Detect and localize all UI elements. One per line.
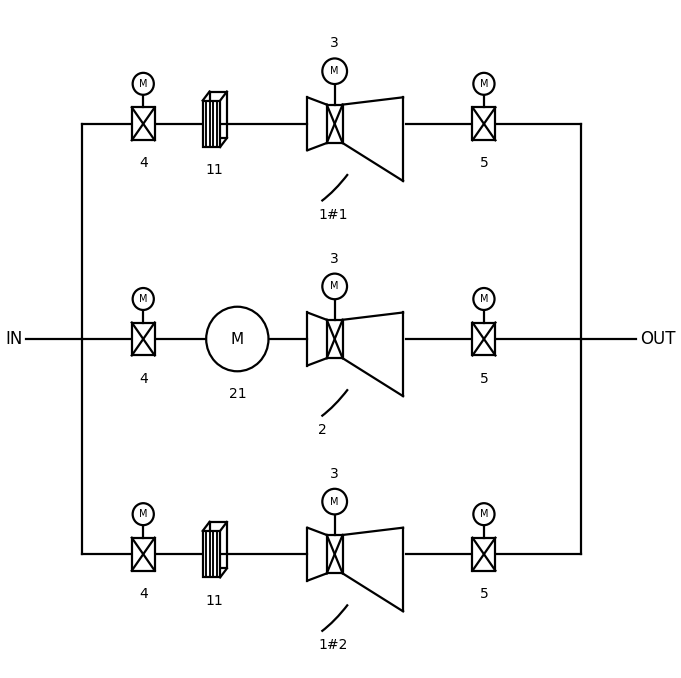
Bar <box>131 538 155 571</box>
Bar <box>327 104 343 143</box>
Circle shape <box>206 306 268 372</box>
Text: IN: IN <box>6 330 23 348</box>
Text: 1#2: 1#2 <box>318 638 347 652</box>
Bar <box>327 535 343 574</box>
Circle shape <box>133 288 154 310</box>
Bar <box>327 320 343 358</box>
Text: 11: 11 <box>206 163 223 177</box>
Text: 2: 2 <box>318 423 327 437</box>
Polygon shape <box>203 531 220 578</box>
Text: M: M <box>139 509 148 519</box>
Text: 5: 5 <box>479 372 488 386</box>
Text: M: M <box>479 79 488 89</box>
Bar <box>131 107 155 140</box>
Bar <box>473 107 495 140</box>
Text: 5: 5 <box>479 157 488 170</box>
Text: M: M <box>139 294 148 304</box>
Circle shape <box>473 288 494 310</box>
Text: 3: 3 <box>330 252 339 266</box>
Circle shape <box>473 73 494 95</box>
Text: 4: 4 <box>139 586 148 601</box>
Bar <box>473 538 495 571</box>
Text: 4: 4 <box>139 157 148 170</box>
Bar <box>131 323 155 355</box>
Bar <box>473 323 495 355</box>
Circle shape <box>133 73 154 95</box>
Text: M: M <box>330 281 339 292</box>
Text: 11: 11 <box>206 593 223 607</box>
Text: M: M <box>479 509 488 519</box>
Circle shape <box>133 503 154 525</box>
Text: M: M <box>139 79 148 89</box>
Text: M: M <box>330 66 339 76</box>
Circle shape <box>473 503 494 525</box>
Circle shape <box>322 58 347 84</box>
Text: 4: 4 <box>139 372 148 386</box>
Text: 21: 21 <box>229 387 246 401</box>
Text: 1#1: 1#1 <box>318 208 348 222</box>
Text: OUT: OUT <box>639 330 675 348</box>
Text: M: M <box>479 294 488 304</box>
Text: 5: 5 <box>479 586 488 601</box>
Polygon shape <box>203 100 220 147</box>
Text: M: M <box>231 332 244 346</box>
Circle shape <box>322 274 347 299</box>
Circle shape <box>322 489 347 515</box>
Text: 3: 3 <box>330 466 339 481</box>
Text: 3: 3 <box>330 37 339 50</box>
Text: M: M <box>330 496 339 506</box>
